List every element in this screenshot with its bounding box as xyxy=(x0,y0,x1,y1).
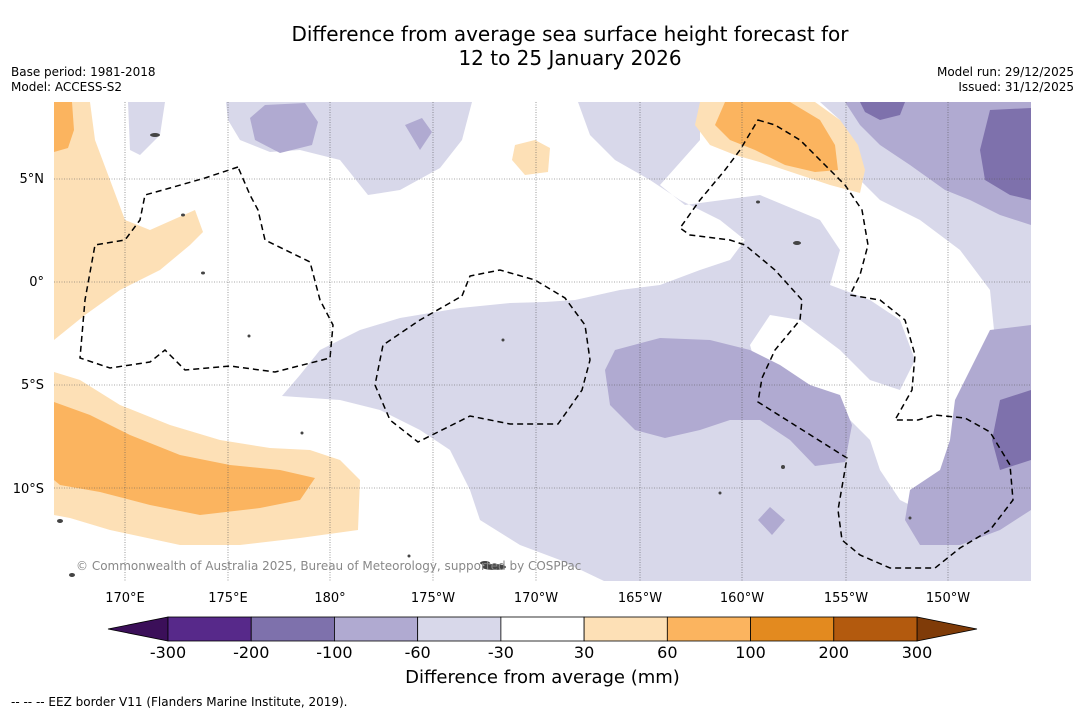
eez-border-2 xyxy=(374,269,591,443)
colorbar-segment xyxy=(833,616,918,642)
contour-light-orange-west xyxy=(54,102,203,340)
contour-light-purple-north-west xyxy=(128,102,165,155)
eez-border-1 xyxy=(79,166,334,373)
contour-orange-ne xyxy=(715,102,838,172)
colorbar-tick-label: 60 xyxy=(657,643,677,662)
colorbar-segment xyxy=(250,616,335,642)
lat-label-5n: 5°N xyxy=(20,172,45,187)
island-3 xyxy=(793,241,801,245)
lon-label-165w: 165°W xyxy=(618,591,662,606)
contour-dark-purple-2 xyxy=(860,102,905,120)
lon-label-180: 180° xyxy=(314,591,345,606)
issued-date: Issued: 31/12/2025 xyxy=(958,80,1074,94)
lon-label-170w: 170°W xyxy=(514,591,558,606)
island-1 xyxy=(482,564,506,570)
eez-borders xyxy=(79,119,1014,569)
island-12 xyxy=(501,338,505,342)
contour-purple-3 xyxy=(605,338,852,466)
lon-label-160w: 160°W xyxy=(720,591,764,606)
meta-left: Base period: 1981-2018 Model: ACCESS-S2 xyxy=(11,65,156,95)
colorbar-tick-label: 30 xyxy=(574,643,594,662)
island-15 xyxy=(908,516,912,520)
colorbar-tick-label: -60 xyxy=(405,643,431,662)
island-8 xyxy=(718,491,722,495)
island-14 xyxy=(781,465,785,469)
contour-purple-2 xyxy=(405,118,432,150)
contour-orange-sw xyxy=(54,402,315,515)
title-line-2: 12 to 25 January 2026 xyxy=(458,46,682,70)
colorbar-extend-low xyxy=(107,616,169,642)
eez-footnote: -- -- -- EEZ border V11 (Flanders Marine… xyxy=(11,695,348,709)
island-9 xyxy=(181,213,185,217)
lat-label-10s: 10°S xyxy=(13,482,44,497)
contour-purple-6 xyxy=(758,507,785,535)
island-13 xyxy=(300,431,304,435)
lon-label-175e: 175°E xyxy=(208,591,248,606)
island-16 xyxy=(407,554,411,558)
colorbar-segment xyxy=(167,616,252,642)
eez-border-3 xyxy=(678,119,1014,569)
colorbar-tick-label: 200 xyxy=(819,643,850,662)
island-10 xyxy=(201,271,205,275)
colorbar-segment xyxy=(500,616,585,642)
lat-label-5s: 5°S xyxy=(21,378,44,393)
colorbar-tick-label: 300 xyxy=(902,643,933,662)
island-6 xyxy=(57,519,63,523)
colorbar: -300 -200 -100 -60 -30 30 60 100 200 300 xyxy=(107,616,978,662)
island-11 xyxy=(247,334,251,338)
title-line-1: Difference from average sea surface heig… xyxy=(291,22,849,46)
contour-purple-1 xyxy=(250,103,318,153)
colorbar-segment xyxy=(334,616,419,642)
map-area: © Commonwealth of Australia 2025, Bureau… xyxy=(54,102,1031,581)
colorbar-segment xyxy=(583,616,668,642)
lon-label-175w: 175°W xyxy=(411,591,455,606)
gridlines xyxy=(54,102,1031,581)
colorbar-tick-label: -200 xyxy=(233,643,269,662)
lon-label-170e: 170°E xyxy=(105,591,145,606)
colorbar-tick-label: 100 xyxy=(735,643,766,662)
colorbar-title: Difference from average (mm) xyxy=(405,667,680,688)
colorbar-segment xyxy=(666,616,751,642)
contour-orange-w xyxy=(54,102,74,152)
colorbar-tick-label: -100 xyxy=(316,643,352,662)
lat-label-0: 0° xyxy=(29,275,44,290)
chart-title: Difference from average sea surface heig… xyxy=(0,22,1085,70)
model-run: Model run: 29/12/2025 xyxy=(936,65,1074,79)
lon-label-155w: 155°W xyxy=(824,591,868,606)
colorbar-extend-high xyxy=(916,616,978,642)
contour-light-orange-island xyxy=(512,140,550,175)
lon-label-150w: 150°W xyxy=(926,591,970,606)
contour-dark-purple-3 xyxy=(992,390,1031,470)
islands xyxy=(57,133,912,577)
lon-labels: 170°E 175°E 180° 175°W 170°W 165°W 160°W… xyxy=(105,591,970,606)
island-5 xyxy=(756,200,760,204)
copyright-text: © Commonwealth of Australia 2025, Bureau… xyxy=(76,559,581,573)
island-4 xyxy=(150,133,160,137)
colorbar-tick-label: -30 xyxy=(488,643,514,662)
island-2 xyxy=(480,561,490,565)
island-7 xyxy=(69,573,75,577)
colorbar-tick-label: -300 xyxy=(150,643,186,662)
meta-right: Model run: 29/12/2025 Issued: 31/12/2025 xyxy=(937,65,1074,95)
colorbar-segment xyxy=(417,616,502,642)
contour-purple-5 xyxy=(905,325,1031,545)
base-period: Base period: 1981-2018 xyxy=(11,65,156,79)
contour-dark-purple-1 xyxy=(980,108,1031,200)
model-name: Model: ACCESS-S2 xyxy=(11,80,123,94)
lat-labels: 5°N 0° 5°S 10°S xyxy=(13,172,44,497)
colorbar-segment xyxy=(750,616,835,642)
